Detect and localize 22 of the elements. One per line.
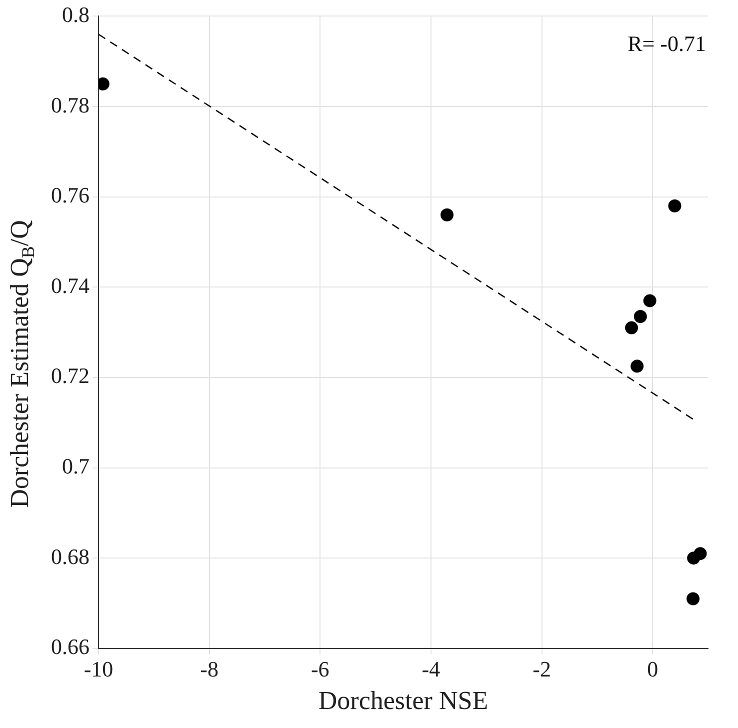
y-tick-label: 0.8 xyxy=(62,2,90,27)
point xyxy=(686,592,700,606)
point xyxy=(440,208,454,222)
y-tick-label: 0.74 xyxy=(51,272,90,298)
x-tick-label: -6 xyxy=(310,656,330,682)
x-tick-label: -4 xyxy=(422,656,440,682)
y-tick-label: 0.68 xyxy=(51,544,90,569)
point xyxy=(668,199,682,212)
x-axis-title: Dorchester NSE xyxy=(318,686,488,716)
point xyxy=(630,360,644,373)
point xyxy=(643,294,656,308)
y-tick-label: 0.7 xyxy=(62,454,90,479)
y-tick-label: 0.76 xyxy=(51,182,90,208)
y-tick-label: 0.78 xyxy=(51,92,90,118)
y-tick-label: 0.72 xyxy=(51,363,90,388)
point xyxy=(694,547,707,560)
point xyxy=(625,321,638,334)
x-tick-label: -2 xyxy=(532,656,551,682)
annotation: R= -0.71 xyxy=(628,30,706,56)
x-tick-label: 0 xyxy=(647,656,658,682)
point xyxy=(634,310,647,323)
x-tick-label: -8 xyxy=(200,656,218,682)
